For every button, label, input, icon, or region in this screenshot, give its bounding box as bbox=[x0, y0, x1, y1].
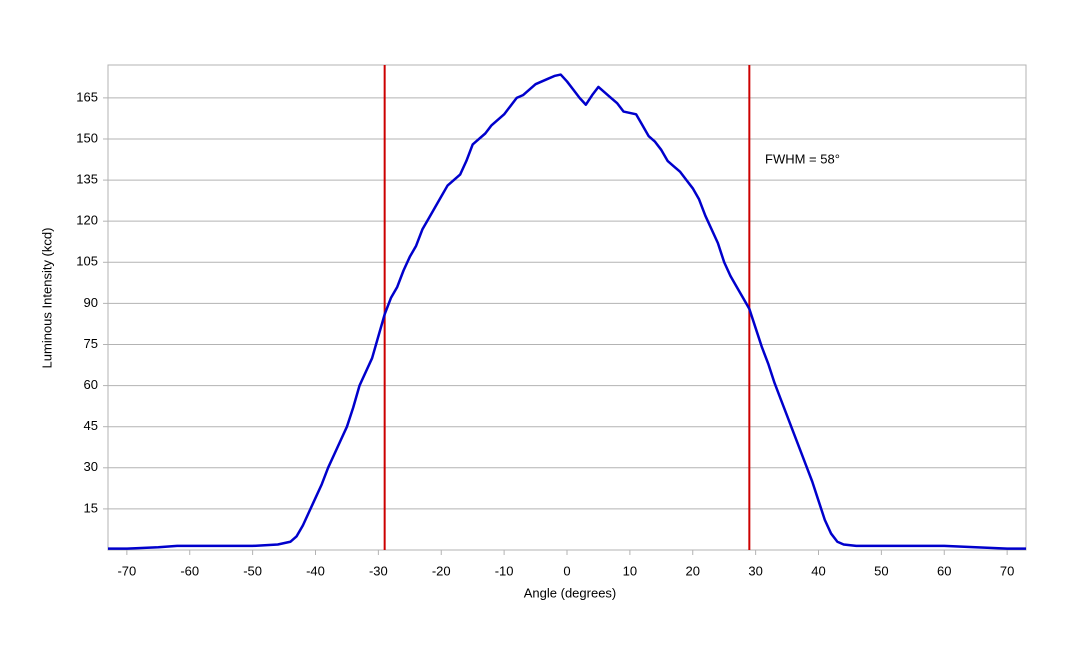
x-tick-label: -10 bbox=[495, 563, 514, 578]
x-tick-label: -50 bbox=[243, 563, 262, 578]
x-tick-label: 0 bbox=[563, 563, 570, 578]
x-tick-label: 20 bbox=[686, 563, 700, 578]
x-tick-label: 40 bbox=[811, 563, 825, 578]
x-tick-label: 60 bbox=[937, 563, 951, 578]
data-line bbox=[108, 73, 1026, 550]
x-tick-label: -40 bbox=[306, 563, 325, 578]
y-tick-label: 45 bbox=[84, 418, 98, 433]
y-axis-label: Luminous Intensity (kcd) bbox=[39, 228, 54, 369]
x-tick-label: -30 bbox=[369, 563, 388, 578]
y-tick-label: 15 bbox=[84, 500, 98, 515]
x-axis-label: Angle (degrees) bbox=[524, 585, 617, 600]
y-tick-label: 120 bbox=[76, 213, 98, 228]
y-tick-label: 150 bbox=[76, 130, 98, 145]
x-tick-label: -60 bbox=[180, 563, 199, 578]
y-tick-label: 135 bbox=[76, 172, 98, 187]
x-tick-label: 30 bbox=[748, 563, 762, 578]
plot-area bbox=[107, 64, 1027, 551]
y-tick-label: 75 bbox=[84, 336, 98, 351]
y-tick-label: 90 bbox=[84, 295, 98, 310]
x-tick-label: -20 bbox=[432, 563, 451, 578]
x-tick-label: 70 bbox=[1000, 563, 1014, 578]
y-tick-label: 60 bbox=[84, 377, 98, 392]
annotation: FWHM = 58° bbox=[765, 151, 840, 166]
x-tick-label: 10 bbox=[623, 563, 637, 578]
y-tick-label: 30 bbox=[84, 459, 98, 474]
x-tick-label: 50 bbox=[874, 563, 888, 578]
y-tick-label: 165 bbox=[76, 89, 98, 104]
x-tick-label: -70 bbox=[117, 563, 136, 578]
y-tick-label: 105 bbox=[76, 254, 98, 269]
